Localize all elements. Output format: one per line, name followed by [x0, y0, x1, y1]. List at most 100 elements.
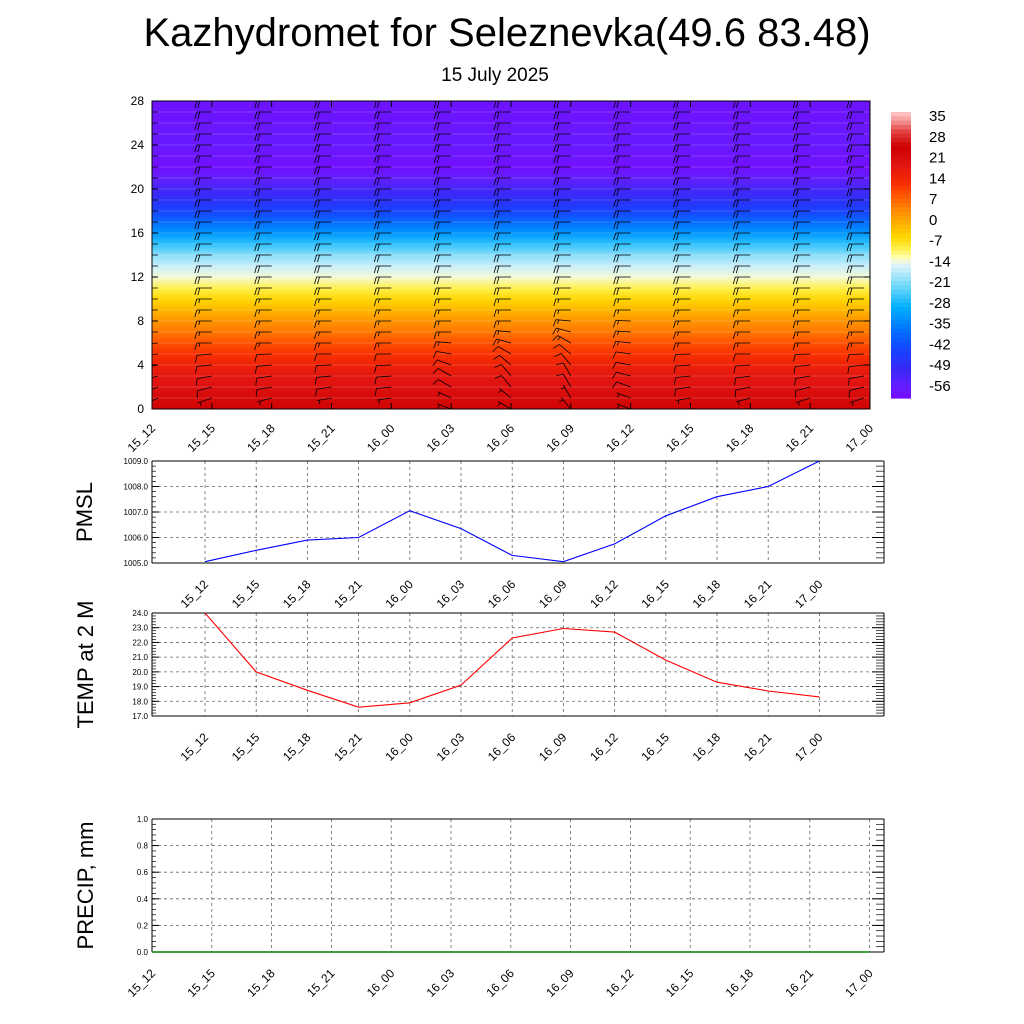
wind-barb	[846, 221, 864, 230]
wind-barb	[494, 364, 512, 377]
wind-barb	[613, 133, 631, 142]
wind-barb	[373, 111, 392, 120]
wind-barb	[314, 144, 332, 153]
wind-barb	[152, 221, 158, 223]
wind-barb	[732, 232, 751, 241]
wind-barb	[432, 359, 452, 367]
colorbar-swatch	[891, 367, 911, 373]
wind-barb	[735, 397, 751, 406]
wind-barb	[194, 166, 212, 175]
colorbar-swatch	[891, 281, 911, 286]
wind-barb	[194, 265, 212, 274]
colorbar-swatch	[891, 229, 911, 234]
wind-barb	[152, 122, 158, 124]
x-tick-label: 15_18	[280, 577, 314, 611]
wind-barb	[255, 375, 272, 386]
wind-barb	[493, 221, 511, 230]
heatmap-x-tick-label: 16_18	[723, 421, 757, 455]
wind-barb	[194, 177, 212, 186]
wind-barb	[314, 188, 332, 197]
colorbar-swatch	[891, 372, 911, 377]
wind-barb	[492, 346, 512, 355]
colorbar-label: 14	[929, 170, 946, 187]
wind-barb	[793, 353, 811, 362]
x-tick-label: 16_00	[364, 966, 398, 1000]
wind-barb	[613, 298, 631, 307]
heatmap-y-tick-label: 20	[131, 182, 145, 196]
colorbar-swatch	[891, 276, 911, 282]
wind-barb	[613, 111, 631, 120]
wind-barb	[673, 298, 691, 307]
wind-barb	[433, 287, 452, 296]
wind-barb	[374, 386, 392, 396]
x-tick-label: 16_06	[485, 577, 519, 611]
wind-barb	[194, 276, 212, 285]
colorbar-swatch	[891, 207, 911, 213]
wind-barb	[553, 276, 571, 285]
wind-barb	[732, 342, 751, 351]
wind-barb	[373, 133, 392, 142]
wind-barb	[732, 133, 751, 142]
heatmap-x-tick-label: 15_15	[184, 421, 218, 455]
wind-barb	[254, 177, 272, 186]
colorbar: 35 28 21 14 7 0 -7 -14 -21 -28 -35 -42 -49 -56	[891, 108, 951, 399]
y-tick-label: 17.0	[132, 712, 148, 721]
wind-barb	[373, 298, 392, 307]
wind-barb	[673, 320, 691, 329]
x-tick-label: 16_09	[536, 577, 570, 611]
colorbar-swatch	[891, 242, 911, 247]
wind-barb	[314, 309, 332, 318]
colorbar-swatch	[891, 155, 911, 161]
wind-barb	[254, 254, 272, 263]
wind-barb	[493, 309, 511, 318]
wind-barb	[314, 111, 332, 120]
wind-barb	[553, 177, 571, 186]
wind-barb	[194, 210, 212, 219]
wind-barb	[673, 188, 691, 197]
wind-barb	[612, 341, 631, 349]
wind-barb	[553, 166, 571, 175]
heatmap-x-tick-label: 16_03	[424, 421, 458, 455]
wind-barb	[732, 221, 751, 230]
wind-barb	[732, 254, 751, 263]
wind-barb	[493, 232, 511, 241]
wind-barb	[673, 243, 691, 252]
x-tick-label: 15_18	[280, 730, 314, 764]
x-tick-label: 16_12	[587, 730, 621, 764]
colorbar-swatch	[891, 181, 911, 187]
wind-barb	[329, 408, 332, 409]
wind-barb	[314, 133, 332, 142]
colorbar-swatch	[891, 211, 911, 217]
colorbar-swatch	[891, 246, 911, 252]
wind-barb	[613, 254, 631, 263]
wind-barb	[152, 287, 158, 289]
wind-barb	[433, 166, 452, 175]
colorbar-swatch	[891, 341, 911, 347]
colorbar-swatch	[891, 237, 911, 243]
wind-barb	[152, 353, 159, 355]
wind-barb	[194, 232, 212, 241]
wind-barb	[254, 111, 272, 120]
wind-barb	[254, 298, 272, 307]
wind-barb	[613, 243, 631, 252]
wind-barb	[612, 371, 631, 379]
y-tick-label: 1008.0	[124, 483, 149, 492]
wind-barb	[732, 298, 751, 307]
wind-barb	[373, 287, 392, 296]
wind-barb	[553, 199, 571, 208]
wind-barb	[792, 309, 811, 318]
wind-barb	[152, 386, 159, 390]
colorbar-swatch	[891, 285, 911, 291]
heatmap-y-tick-label: 0	[137, 402, 144, 416]
wind-barb	[553, 287, 571, 296]
wind-barb	[732, 331, 751, 340]
colorbar-swatch	[891, 168, 911, 174]
wind-barb	[732, 320, 751, 329]
wind-barb	[675, 397, 691, 405]
wind-barb	[613, 188, 631, 197]
wind-barb	[433, 101, 452, 109]
x-tick-label: 16_03	[434, 730, 468, 764]
heatmap-y-tick-label: 8	[137, 314, 144, 328]
colorbar-swatch	[891, 224, 911, 230]
wind-barb	[493, 101, 511, 109]
